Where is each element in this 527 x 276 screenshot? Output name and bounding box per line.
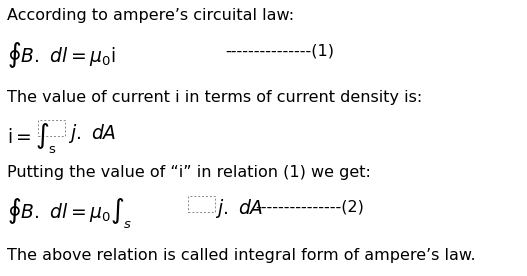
Text: $j.\ dA$: $j.\ dA$ [68, 122, 116, 145]
Bar [38, 120, 65, 136]
Text: $\oint B.\ dl = \mu_0 \int_s$: $\oint B.\ dl = \mu_0 \int_s$ [7, 197, 132, 231]
Text: $j.\ dA$: $j.\ dA$ [215, 197, 264, 220]
Text: According to ampere’s circuital law:: According to ampere’s circuital law: [7, 8, 294, 23]
Text: $\mathrm{i{=}\int_s}$: $\mathrm{i{=}\int_s}$ [7, 122, 57, 156]
Text: The above relation is called integral form of ampere’s law.: The above relation is called integral fo… [7, 248, 476, 263]
Text: The value of current i in terms of current density is:: The value of current i in terms of curre… [7, 90, 422, 105]
Text: ---------------(2): ---------------(2) [255, 200, 364, 215]
Text: $\oint B.\ dl = \mu_0\mathrm{i}$: $\oint B.\ dl = \mu_0\mathrm{i}$ [7, 40, 116, 70]
Bar [188, 196, 215, 212]
Text: ---------------(1): ---------------(1) [225, 43, 334, 58]
Text: Putting the value of “i” in relation (1) we get:: Putting the value of “i” in relation (1)… [7, 165, 371, 180]
